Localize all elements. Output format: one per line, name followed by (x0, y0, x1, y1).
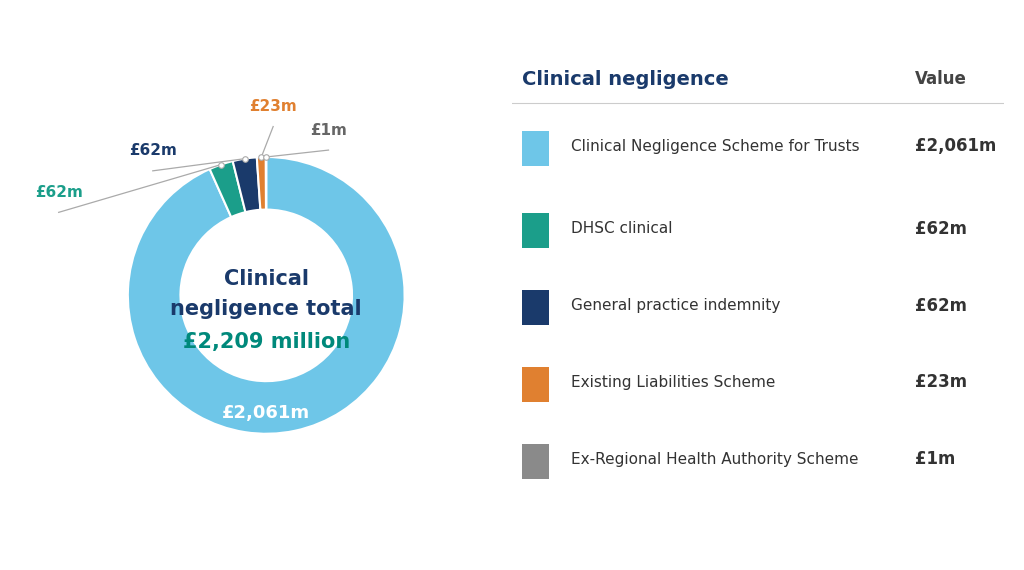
Text: £2,061m: £2,061m (915, 137, 996, 156)
Text: Value: Value (915, 70, 967, 88)
Text: £2,209 million: £2,209 million (182, 332, 350, 352)
Text: £2,061m: £2,061m (222, 404, 310, 422)
Text: General practice indemnity: General practice indemnity (571, 298, 780, 313)
Text: £62m: £62m (915, 296, 967, 315)
Text: Existing Liabilities Scheme: Existing Liabilities Scheme (571, 375, 775, 390)
Text: £62m: £62m (35, 185, 83, 200)
Wedge shape (210, 161, 246, 217)
Text: £62m: £62m (129, 144, 177, 158)
Text: £23m: £23m (249, 99, 297, 114)
Wedge shape (128, 157, 404, 434)
Text: DHSC clinical: DHSC clinical (571, 221, 673, 236)
Text: negligence total: negligence total (170, 299, 362, 319)
Text: Clinical: Clinical (223, 269, 309, 289)
FancyBboxPatch shape (522, 367, 549, 402)
Wedge shape (232, 157, 260, 212)
Text: Ex-Regional Health Authority Scheme: Ex-Regional Health Authority Scheme (571, 452, 858, 467)
FancyBboxPatch shape (522, 131, 549, 166)
Text: £1m: £1m (915, 450, 955, 469)
Wedge shape (257, 157, 266, 210)
FancyBboxPatch shape (522, 290, 549, 325)
FancyBboxPatch shape (522, 444, 549, 479)
Text: £23m: £23m (915, 373, 968, 392)
FancyBboxPatch shape (522, 213, 549, 248)
Text: Clinical Negligence Scheme for Trusts: Clinical Negligence Scheme for Trusts (571, 139, 859, 154)
Text: £62m: £62m (915, 219, 967, 238)
Text: Clinical negligence: Clinical negligence (522, 70, 729, 88)
Text: £1m: £1m (310, 123, 347, 137)
